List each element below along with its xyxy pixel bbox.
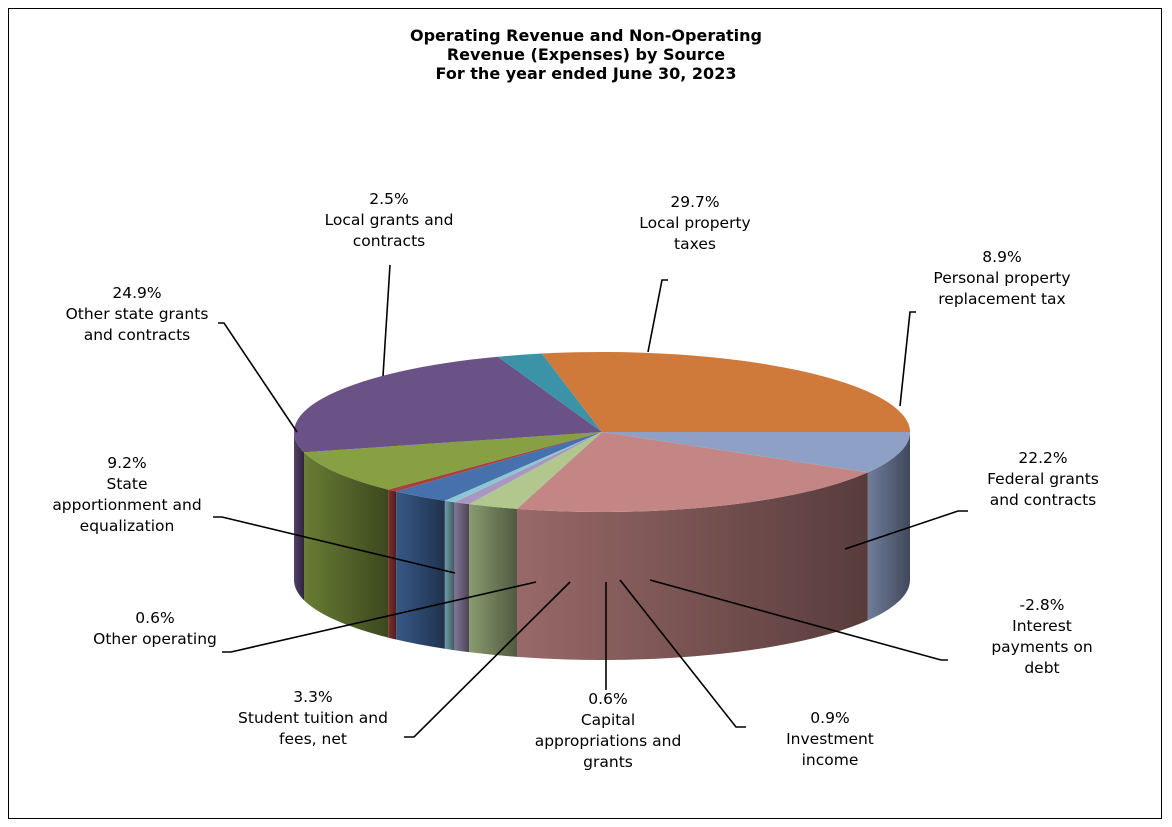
pie-slice-personal-property-replacement-tax [602, 432, 911, 473]
pie-slice-other-state-grants-and-contracts [293, 356, 602, 453]
data-label-investment-income: 0.9% Investment income [786, 709, 874, 769]
pie-side-interest-payments-on-debt [469, 504, 517, 657]
pie-side-state-apportionment-and-equalization [304, 452, 389, 638]
data-label-local-property-taxes: 29.7% Local property taxes [639, 193, 750, 253]
pie-slice-federal-grants-and-contracts [516, 432, 868, 512]
leader-line-student-tuition-and-fees-net [404, 581, 571, 738]
leader-line-personal-property-replacement-tax [899, 311, 916, 407]
leader-line-other-operating [222, 581, 537, 653]
pie-slice-capital-appropriations-and-grants [444, 432, 602, 503]
leader-line-federal-grants-and-contracts [844, 510, 968, 550]
leader-line-investment-income [619, 579, 746, 728]
pie-slice-other-operating [388, 432, 602, 492]
pie-slice-state-apportionment-and-equalization [304, 432, 602, 490]
chart-title-line-1: Operating Revenue and Non-Operating [410, 26, 762, 45]
data-label-personal-property-replacement-tax: 8.9% Personal property replacement tax [933, 248, 1070, 308]
leader-line-state-apportionment-and-equalization [213, 516, 456, 574]
data-label-state-apportionment-and-equalization: 9.2% State apportionment and equalization [52, 454, 201, 535]
chart-title-line-3: For the year ended June 30, 2023 [435, 64, 737, 83]
pie-side-other-operating [388, 489, 397, 640]
pie-side-federal-grants-and-contracts [516, 472, 868, 660]
data-label-interest-payments-on-debt: -2.8% Interest payments on debt [991, 596, 1092, 677]
data-label-capital-appropriations-and-grants: 0.6% Capital appropriations and grants [535, 690, 682, 771]
leader-line-interest-payments-on-debt [649, 579, 948, 661]
pie-slice-local-grants-and-contracts [497, 353, 602, 432]
pie-side-personal-property-replacement-tax [867, 432, 911, 621]
leader-line-other-state-grants-and-contracts [218, 322, 298, 433]
pie-side-student-tuition-and-fees-net [396, 491, 445, 649]
chart-title-line-2: Revenue (Expenses) by Source [446, 45, 726, 64]
leader-line-local-grants-and-contracts [382, 264, 391, 377]
data-label-other-state-grants-and-contracts: 24.9% Other state grants and contracts [66, 284, 209, 344]
pie-side-capital-appropriations-and-grants [444, 500, 455, 651]
leader-line-local-property-taxes [647, 279, 668, 353]
data-label-other-operating: 0.6% Other operating [93, 609, 217, 648]
pie-side-other-state-grants-and-contracts [294, 432, 305, 601]
pie-slice-investment-income [454, 432, 602, 505]
data-label-federal-grants-and-contracts: 22.2% Federal grants and contracts [987, 449, 1099, 509]
pie-slice-local-property-taxes [541, 352, 910, 432]
chart-title: Operating Revenue and Non-Operating Reve… [0, 26, 1172, 83]
pie-side-investment-income [454, 502, 470, 653]
pie-slice-student-tuition-and-fees-net [396, 432, 602, 501]
data-label-student-tuition-and-fees-net: 3.3% Student tuition and fees, net [238, 688, 388, 748]
pie-slice-interest-payments-on-debt [469, 432, 602, 509]
data-label-local-grants-and-contracts: 2.5% Local grants and contracts [325, 190, 454, 250]
